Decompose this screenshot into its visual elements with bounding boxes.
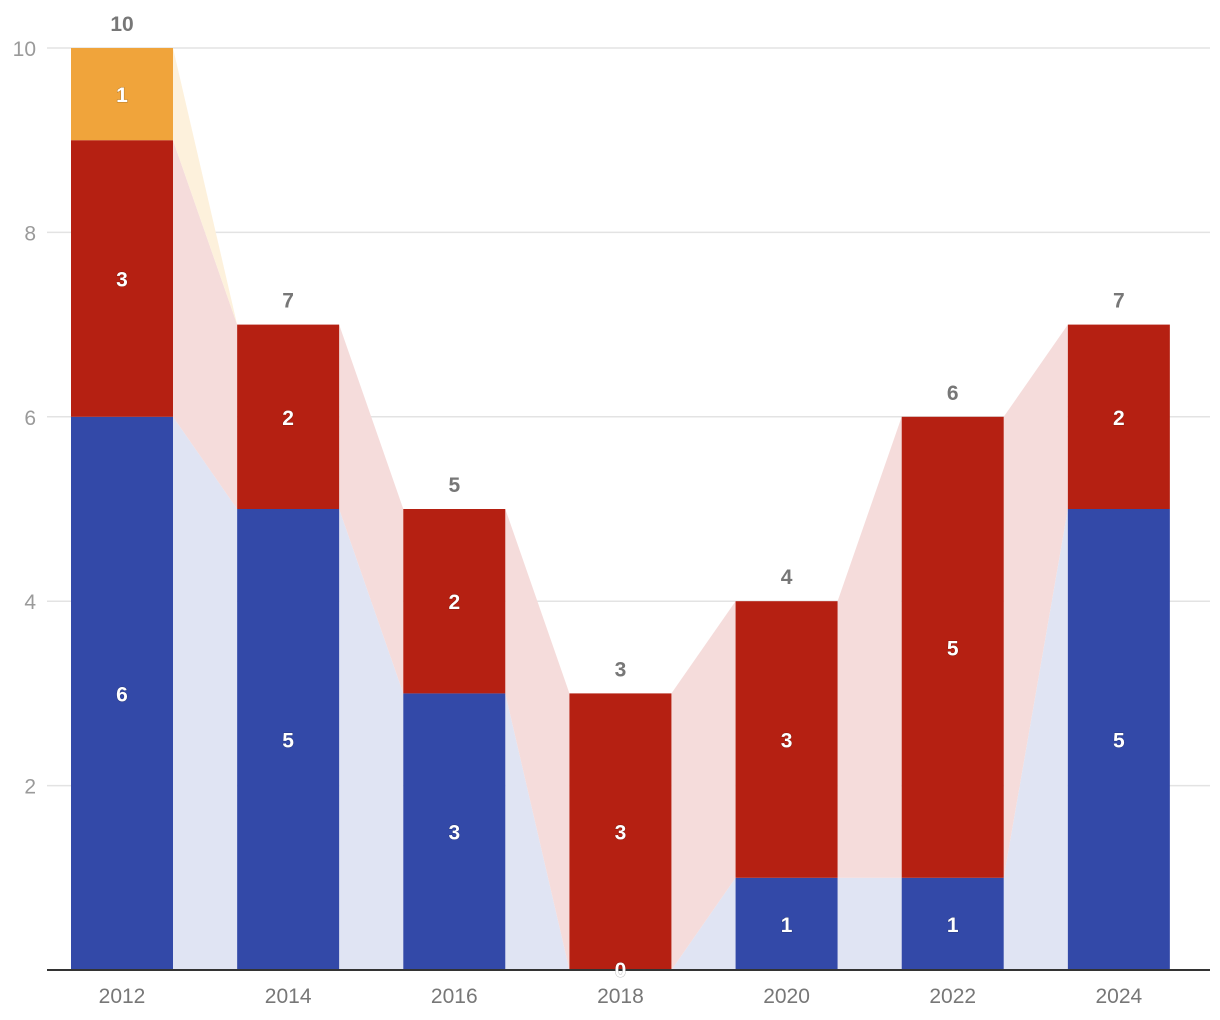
connector-band-red — [505, 509, 570, 970]
segment-value-label: 5 — [1113, 730, 1125, 753]
total-value-label: 4 — [781, 566, 793, 589]
connector-band-red — [837, 416, 902, 878]
segment-value-label: 2 — [448, 591, 460, 614]
y-tick-label: 8 — [24, 222, 36, 245]
connector-band-red — [671, 601, 736, 970]
total-value-label: 3 — [615, 658, 627, 681]
y-tick-label: 10 — [13, 38, 36, 61]
y-tick-label: 6 — [24, 407, 36, 430]
total-value-label: 10 — [110, 13, 133, 36]
bar-segment-blue[interactable] — [1067, 509, 1170, 970]
segment-value-label: 0 — [615, 959, 627, 982]
segment-value-label: 6 — [116, 683, 128, 706]
x-tick-label: 2022 — [929, 985, 976, 1008]
segment-value-label: 1 — [947, 914, 959, 937]
x-tick-label: 2012 — [99, 985, 146, 1008]
connector-band-red — [1003, 324, 1068, 878]
connector-bands — [173, 48, 1068, 970]
connector-band-blue — [671, 877, 736, 970]
bar-segment-blue[interactable] — [735, 877, 838, 970]
bar-segment-red[interactable] — [237, 324, 340, 509]
connector-band-orange — [173, 48, 238, 325]
segment-value-label: 2 — [282, 407, 294, 430]
connector-band-blue — [837, 877, 902, 970]
connector-band-red — [339, 324, 404, 694]
bar-segment-red[interactable] — [403, 509, 506, 694]
connector-band-blue — [173, 416, 238, 970]
bar-segment-blue[interactable] — [901, 877, 1004, 970]
connector-band-blue — [1003, 509, 1068, 970]
total-value-label: 6 — [947, 382, 959, 405]
segment-value-label: 1 — [116, 84, 128, 107]
segment-value-label: 3 — [781, 730, 793, 753]
x-tick-label: 2024 — [1095, 985, 1142, 1008]
bar-segment-red[interactable] — [1067, 324, 1170, 509]
segment-value-label: 5 — [282, 730, 294, 753]
segment-value-label: 1 — [781, 914, 793, 937]
segment-value-label: 3 — [448, 822, 460, 845]
x-tick-label: 2014 — [265, 985, 312, 1008]
x-tick-label: 2020 — [763, 985, 810, 1008]
bar-segment-red[interactable] — [735, 601, 838, 878]
bar-segment-red[interactable] — [569, 693, 672, 970]
connector-band-blue — [339, 509, 404, 970]
connector-band-red — [173, 140, 238, 509]
total-value-label: 7 — [282, 290, 294, 313]
bar-segment-blue[interactable] — [237, 509, 340, 970]
segment-value-label: 2 — [1113, 407, 1125, 430]
bar-segment-blue[interactable] — [403, 693, 506, 970]
data-labels: 6 5 3 0 1 1 5 3 2 2 3 3 5 2 1 10 7 5 3 4 6 7 — [110, 13, 1125, 983]
total-value-label: 5 — [448, 474, 460, 497]
y-tick-label: 2 — [24, 776, 36, 799]
connector-band-blue — [505, 693, 570, 970]
bar-segment-red[interactable] — [901, 416, 1004, 878]
segment-value-label: 5 — [947, 637, 959, 660]
y-tick-label: 4 — [24, 591, 36, 614]
bar-segment-orange[interactable] — [71, 48, 173, 141]
bar-segment-blue[interactable] — [71, 416, 173, 970]
segment-value-label: 3 — [615, 822, 627, 845]
bar-segments — [71, 48, 1170, 970]
x-tick-label: 2018 — [597, 985, 644, 1008]
x-tick-label: 2016 — [431, 985, 478, 1008]
bar-segment-red[interactable] — [71, 140, 173, 417]
segment-value-label: 3 — [116, 269, 128, 292]
total-value-label: 7 — [1113, 290, 1125, 313]
